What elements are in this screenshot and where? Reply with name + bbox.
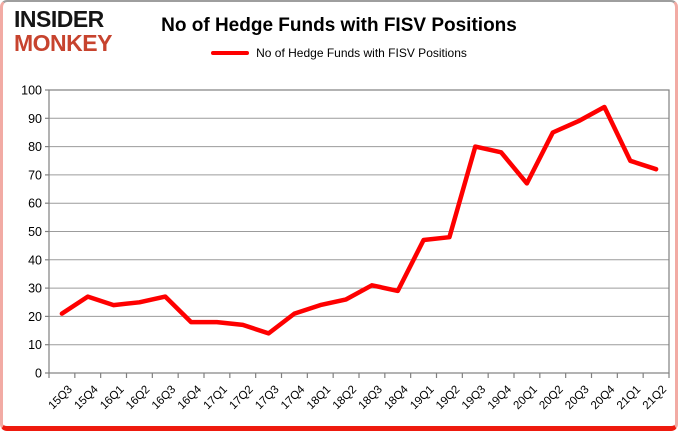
x-axis-label: 15Q4 — [72, 383, 101, 412]
y-axis-label: 20 — [28, 310, 42, 324]
insider-monkey-logo[interactable]: INSIDER MONKEY — [14, 8, 112, 55]
x-axis-label: 16Q3 — [150, 384, 178, 412]
x-axis-label: 17Q2 — [227, 384, 255, 412]
x-axis-label: 16Q4 — [176, 383, 205, 412]
x-axis-label: 16Q2 — [124, 384, 152, 412]
y-axis-label: 0 — [35, 367, 42, 381]
x-axis-label: 20Q4 — [589, 383, 618, 412]
y-axis-label: 80 — [28, 140, 42, 154]
x-axis-label: 19Q3 — [460, 384, 488, 412]
legend-label: No of Hedge Funds with FISV Positions — [256, 46, 467, 60]
x-axis-label: 19Q2 — [434, 384, 462, 412]
line-chart-plot: 010203040506070809010015Q315Q416Q116Q216… — [21, 84, 670, 412]
y-axis-label: 40 — [28, 253, 42, 267]
x-axis-label: 15Q3 — [47, 384, 75, 412]
y-axis-label: 60 — [28, 197, 42, 211]
logo-text-monkey: MONKEY — [14, 30, 112, 56]
x-axis-label: 18Q3 — [357, 384, 385, 412]
y-axis-label: 100 — [21, 84, 42, 98]
x-axis-label: 18Q2 — [331, 384, 359, 412]
y-axis-label: 10 — [28, 338, 42, 352]
y-axis-label: 30 — [28, 282, 42, 296]
y-axis-label: 50 — [28, 225, 42, 239]
x-axis-label: 20Q2 — [537, 384, 565, 412]
chart-header: No of Hedge Funds with FISV Positions No… — [3, 2, 675, 60]
x-axis-label: 17Q1 — [202, 384, 230, 412]
x-axis-label: 19Q4 — [486, 383, 515, 412]
chart-legend: No of Hedge Funds with FISV Positions — [3, 46, 675, 60]
x-axis-label: 20Q3 — [563, 384, 591, 412]
series-line — [59, 104, 659, 336]
y-axis-label: 90 — [28, 112, 42, 126]
x-axis-label: 21Q1 — [615, 384, 643, 412]
x-axis-label: 21Q2 — [641, 384, 669, 412]
x-axis-label: 18Q4 — [382, 383, 411, 412]
chart-title: No of Hedge Funds with FISV Positions — [161, 15, 517, 36]
x-axis-label: 16Q1 — [98, 384, 126, 412]
x-axis-label: 17Q4 — [279, 383, 308, 412]
x-axis-label: 20Q1 — [512, 384, 540, 412]
logo-text-insider: INSIDER — [14, 6, 104, 32]
x-axis-label: 17Q3 — [253, 384, 281, 412]
legend-line-marker — [211, 51, 250, 55]
x-axis-label: 19Q1 — [408, 384, 436, 412]
y-axis-label: 70 — [28, 168, 42, 182]
x-axis-label: 18Q1 — [305, 384, 333, 412]
